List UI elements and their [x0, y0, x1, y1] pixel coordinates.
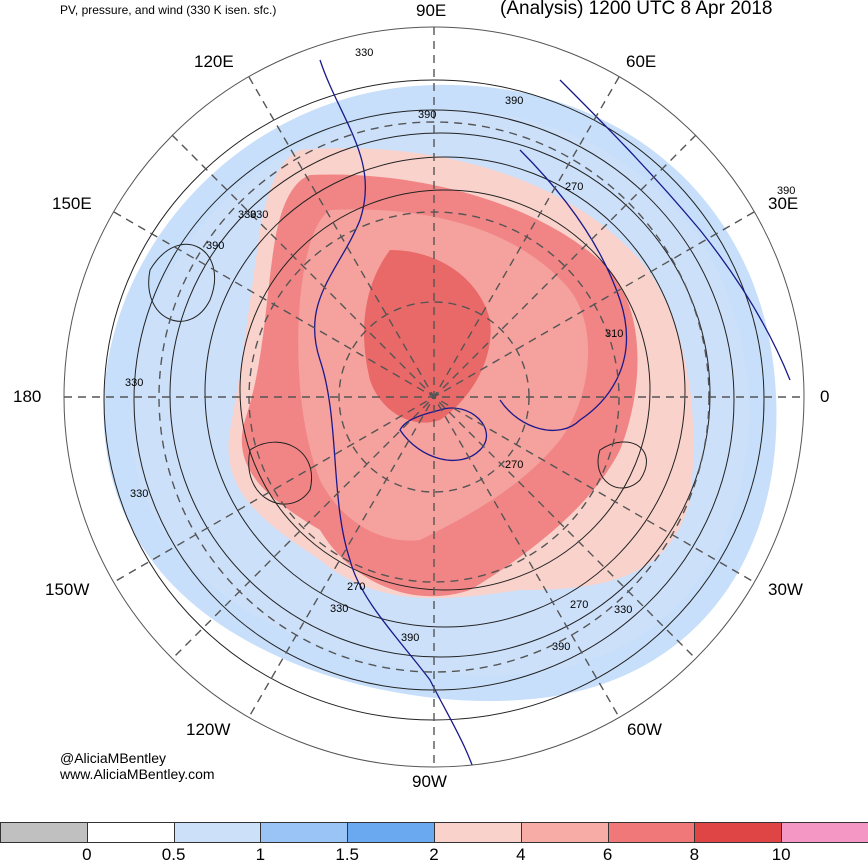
lon-label-30w: 30W: [768, 580, 803, 599]
contour-label: 270: [570, 599, 588, 611]
lon-label-150w: 150W: [45, 580, 90, 599]
colorbar-swatch: [781, 822, 868, 843]
colorbar-tick-label: 2: [429, 845, 439, 864]
colorbar-swatch: [607, 822, 696, 843]
colorbar-swatch: [0, 822, 88, 843]
contour-label: 390: [777, 185, 795, 197]
colorbar-swatch: [173, 822, 262, 843]
colorbar-tick-label: 10: [771, 845, 791, 864]
colorbar-swatch: [86, 822, 175, 843]
contour-label: 390: [552, 641, 570, 653]
contour-label: 330: [614, 604, 632, 616]
map-subtitle: PV, pressure, and wind (330 K isen. sfc.…: [60, 3, 277, 17]
lon-label-120w: 120W: [186, 720, 231, 739]
lon-label-90e: 90E: [416, 1, 447, 20]
map-title: (Analysis) 1200 UTC 8 Apr 2018: [500, 0, 773, 19]
contour-label: 390: [418, 109, 436, 121]
credit-handle: @AliciaMBentley: [60, 750, 167, 766]
colorbar-tick-label: 0: [82, 845, 92, 864]
colorbar-swatch: [260, 822, 349, 843]
colorbar-tick-label: 1: [255, 845, 266, 864]
contour-label: 330: [355, 47, 373, 59]
lon-label-120e: 120E: [194, 52, 234, 71]
colorbar: 0 0.5 1 1.5 2 4 6 8 10: [0, 822, 868, 865]
contour-label: 270: [565, 181, 583, 193]
pressure-contours: [103, 79, 765, 721]
graticule: [64, 27, 804, 767]
contour-label: 270: [505, 459, 523, 471]
lon-label-150e: 150E: [52, 194, 92, 213]
colorbar-tick-label: 1.5: [335, 845, 360, 864]
contour-label: 330: [125, 377, 143, 389]
contour-label: 330: [250, 209, 268, 221]
contour-label: 330: [130, 488, 148, 500]
lon-label-0: 0: [820, 387, 830, 406]
lon-label-60e: 60E: [626, 52, 657, 71]
lon-label-90w: 90W: [412, 772, 447, 791]
contour-label: 330: [330, 603, 348, 615]
lon-label-180: 180: [13, 387, 42, 406]
contour-label: 390: [505, 95, 523, 107]
contour-label: 310: [605, 328, 623, 340]
colorbar-swatch: [347, 822, 435, 843]
colorbar-tick-label: 0.5: [161, 845, 186, 864]
lon-label-30e: 30E: [768, 194, 799, 213]
colorbar-swatch: [694, 822, 783, 843]
colorbar-swatch: [520, 822, 609, 843]
contour-label: 390: [401, 632, 419, 644]
polar-map: 330 390 330 270 390 330 390 330 390 310 270 330 270 3…: [63, 26, 805, 768]
colorbar-swatch: [434, 822, 522, 843]
contour-label: 330: [238, 209, 256, 221]
colorbar-tick-label: 4: [516, 845, 526, 864]
colorbar-tick-label: 8: [689, 845, 700, 864]
contour-label: 270: [347, 581, 365, 593]
contour-label: 390: [206, 240, 224, 252]
colorbar-tick-label: 6: [602, 845, 613, 864]
credit-website: www.AliciaMBentley.com: [60, 766, 215, 782]
pv-dark-red-core: [364, 250, 491, 423]
coastlines: [314, 59, 791, 767]
lon-label-60w: 60W: [627, 720, 662, 739]
